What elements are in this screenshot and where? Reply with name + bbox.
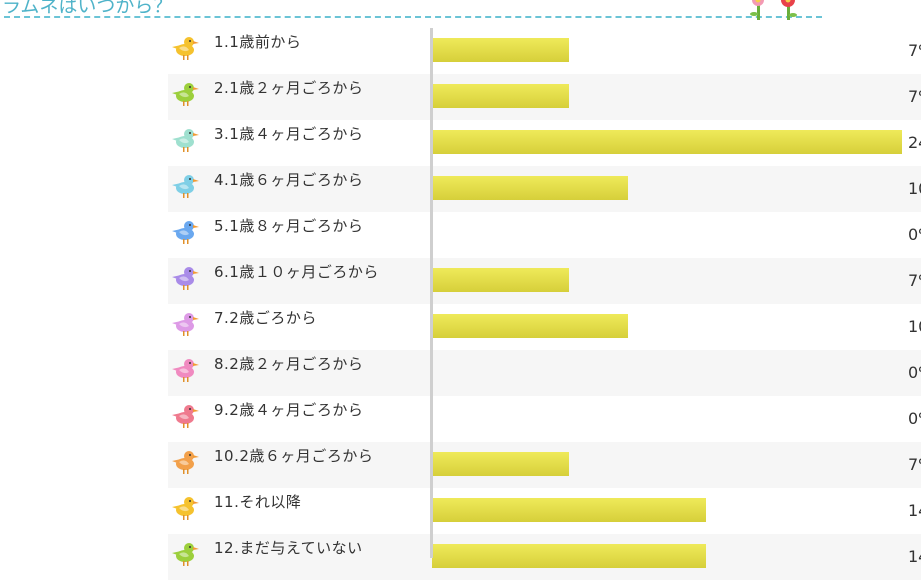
bar — [432, 498, 706, 522]
category-label: 10.2歳６ヶ月ごろから — [214, 447, 374, 465]
chart-row: 10.2歳６ヶ月ごろから 7% — [168, 442, 921, 488]
value-label: 0% — [908, 409, 921, 428]
bar — [432, 452, 569, 476]
bird-icon — [172, 175, 199, 198]
chart-row: 4.1歳６ヶ月ごろから 10% — [168, 166, 921, 212]
category-label: 12.まだ与えていない — [214, 539, 363, 557]
category-label: 11.それ以降 — [214, 493, 302, 511]
bar-chart: 1.1歳前から 7% 2.1歳２ヶ月ごろから 7% 3.1歳４ヶ月ごろから 24% 4.1歳… — [168, 28, 921, 568]
section-header: ラムネはいつから？ — [0, 0, 825, 20]
value-label: 0% — [908, 363, 921, 382]
bird-icon — [172, 267, 199, 290]
bar — [432, 268, 569, 292]
value-label: 7% — [908, 87, 921, 106]
chart-row: 6.1歳１０ヶ月ごろから 7% — [168, 258, 921, 304]
chart-row: 11.それ以降 14% — [168, 488, 921, 534]
value-label: 7% — [908, 41, 921, 60]
bird-icon — [172, 359, 199, 382]
bar — [432, 176, 628, 200]
chart-row: 8.2歳２ヶ月ごろから 0% — [168, 350, 921, 396]
bird-icon — [172, 405, 199, 428]
bar — [432, 314, 628, 338]
value-label: 14% — [908, 501, 921, 520]
bird-icon — [172, 497, 199, 520]
bar — [432, 130, 902, 154]
chart-row: 3.1歳４ヶ月ごろから 24% — [168, 120, 921, 166]
chart-axis — [430, 28, 433, 558]
section-heading: ラムネはいつから？ — [2, 0, 173, 17]
category-label: 7.2歳ごろから — [214, 309, 317, 327]
chart-row: 1.1歳前から 7% — [168, 28, 921, 74]
category-label: 4.1歳６ヶ月ごろから — [214, 171, 364, 189]
bar — [432, 38, 569, 62]
dashed-divider — [4, 16, 822, 18]
chart-row: 9.2歳４ヶ月ごろから 0% — [168, 396, 921, 442]
value-label: 10% — [908, 317, 921, 336]
bird-icon — [172, 83, 199, 106]
value-label: 7% — [908, 271, 921, 290]
value-label: 24% — [908, 133, 921, 152]
category-label: 1.1歳前から — [214, 33, 302, 51]
bird-icon — [172, 313, 199, 336]
category-label: 5.1歳８ヶ月ごろから — [214, 217, 364, 235]
category-label: 6.1歳１０ヶ月ごろから — [214, 263, 379, 281]
chart-row: 7.2歳ごろから 10% — [168, 304, 921, 350]
chart-row: 12.まだ与えていない 14% — [168, 534, 921, 580]
bird-icon — [172, 129, 199, 152]
bird-icon — [172, 543, 199, 566]
bird-icon — [172, 37, 199, 60]
value-label: 0% — [908, 225, 921, 244]
category-label: 2.1歳２ヶ月ごろから — [214, 79, 364, 97]
value-label: 10% — [908, 179, 921, 198]
chart-row: 2.1歳２ヶ月ごろから 7% — [168, 74, 921, 120]
category-label: 9.2歳４ヶ月ごろから — [214, 401, 364, 419]
category-label: 8.2歳２ヶ月ごろから — [214, 355, 364, 373]
bar — [432, 84, 569, 108]
bird-icon — [172, 221, 199, 244]
flowers-icon — [750, 0, 797, 20]
bar — [432, 544, 706, 568]
category-label: 3.1歳４ヶ月ごろから — [214, 125, 364, 143]
value-label: 7% — [908, 455, 921, 474]
chart-row: 5.1歳８ヶ月ごろから 0% — [168, 212, 921, 258]
value-label: 14% — [908, 547, 921, 566]
bird-icon — [172, 451, 199, 474]
